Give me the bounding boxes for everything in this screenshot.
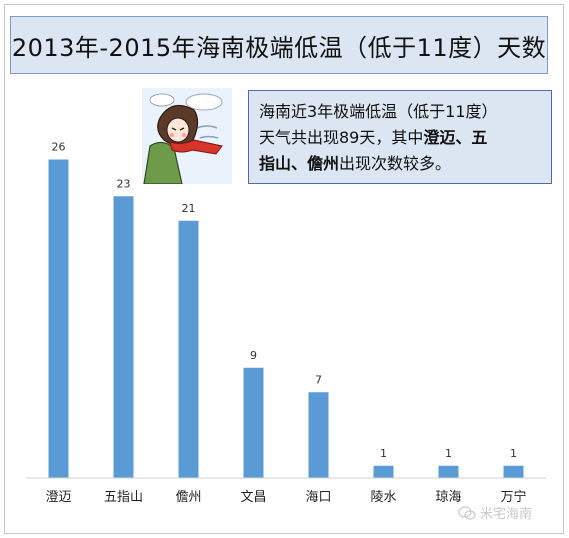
cartoon-cold-girl-illustration — [142, 88, 232, 185]
category-label-文昌: 文昌 — [240, 490, 266, 505]
value-label-万宁: 1 — [510, 447, 517, 460]
labels-group: 26 澄迈 23 五指山 21 儋州 9 文昌 7 海口 1 陵水 1 琼海 1 万宁 — [45, 141, 526, 506]
bar-琼海 — [438, 465, 459, 478]
bar-澄迈 — [48, 159, 69, 478]
annotation-callout: 海南近3年极端低温（低于11度） 天气共出现89天，其中澄迈、五 指山、儋州出现… — [248, 90, 552, 184]
bar-文昌 — [243, 367, 264, 478]
callout-line-3-text: 出现次数较多。 — [339, 154, 452, 173]
value-label-澄迈: 26 — [52, 141, 66, 154]
callout-line-3: 指山、儋州出现次数较多。 — [259, 151, 543, 177]
value-label-文昌: 9 — [250, 349, 257, 362]
value-label-琼海: 1 — [445, 447, 452, 460]
callout-line-2: 天气共出现89天，其中澄迈、五 — [259, 125, 543, 151]
category-label-澄迈: 澄迈 — [45, 490, 71, 505]
callout-line-1: 海南近3年极端低温（低于11度） — [259, 102, 498, 121]
bars-group — [48, 159, 524, 478]
callout-line-3-bold: 指山、儋州 — [259, 154, 340, 173]
category-label-儋州: 儋州 — [175, 490, 201, 505]
bar-儋州 — [178, 220, 199, 478]
bar-海口 — [308, 392, 329, 478]
watermark: 米宅海南 — [458, 503, 532, 522]
category-label-海口: 海口 — [305, 490, 331, 505]
bar-陵水 — [373, 465, 394, 478]
category-label-陵水: 陵水 — [370, 490, 396, 505]
value-label-儋州: 21 — [182, 202, 196, 215]
callout-line-2-text: 天气共出现89天，其中 — [259, 128, 424, 147]
callout-line-2-bold: 澄迈、五 — [423, 128, 488, 147]
value-label-陵水: 1 — [380, 447, 387, 460]
value-label-海口: 7 — [315, 373, 322, 386]
watermark-text: 米宅海南 — [480, 507, 533, 522]
value-label-五指山: 23 — [117, 177, 131, 190]
bar-五指山 — [113, 196, 134, 478]
category-label-五指山: 五指山 — [104, 490, 143, 505]
chart-title: 2013年-2015年海南极端低温（低于11度）天数 — [11, 33, 547, 62]
category-label-琼海: 琼海 — [435, 490, 461, 505]
wechat-icon — [458, 505, 476, 520]
chart-title-box: 2013年-2015年海南极端低温（低于11度）天数 — [10, 16, 548, 74]
bar-万宁 — [503, 465, 524, 478]
category-label-万宁: 万宁 — [500, 489, 526, 505]
